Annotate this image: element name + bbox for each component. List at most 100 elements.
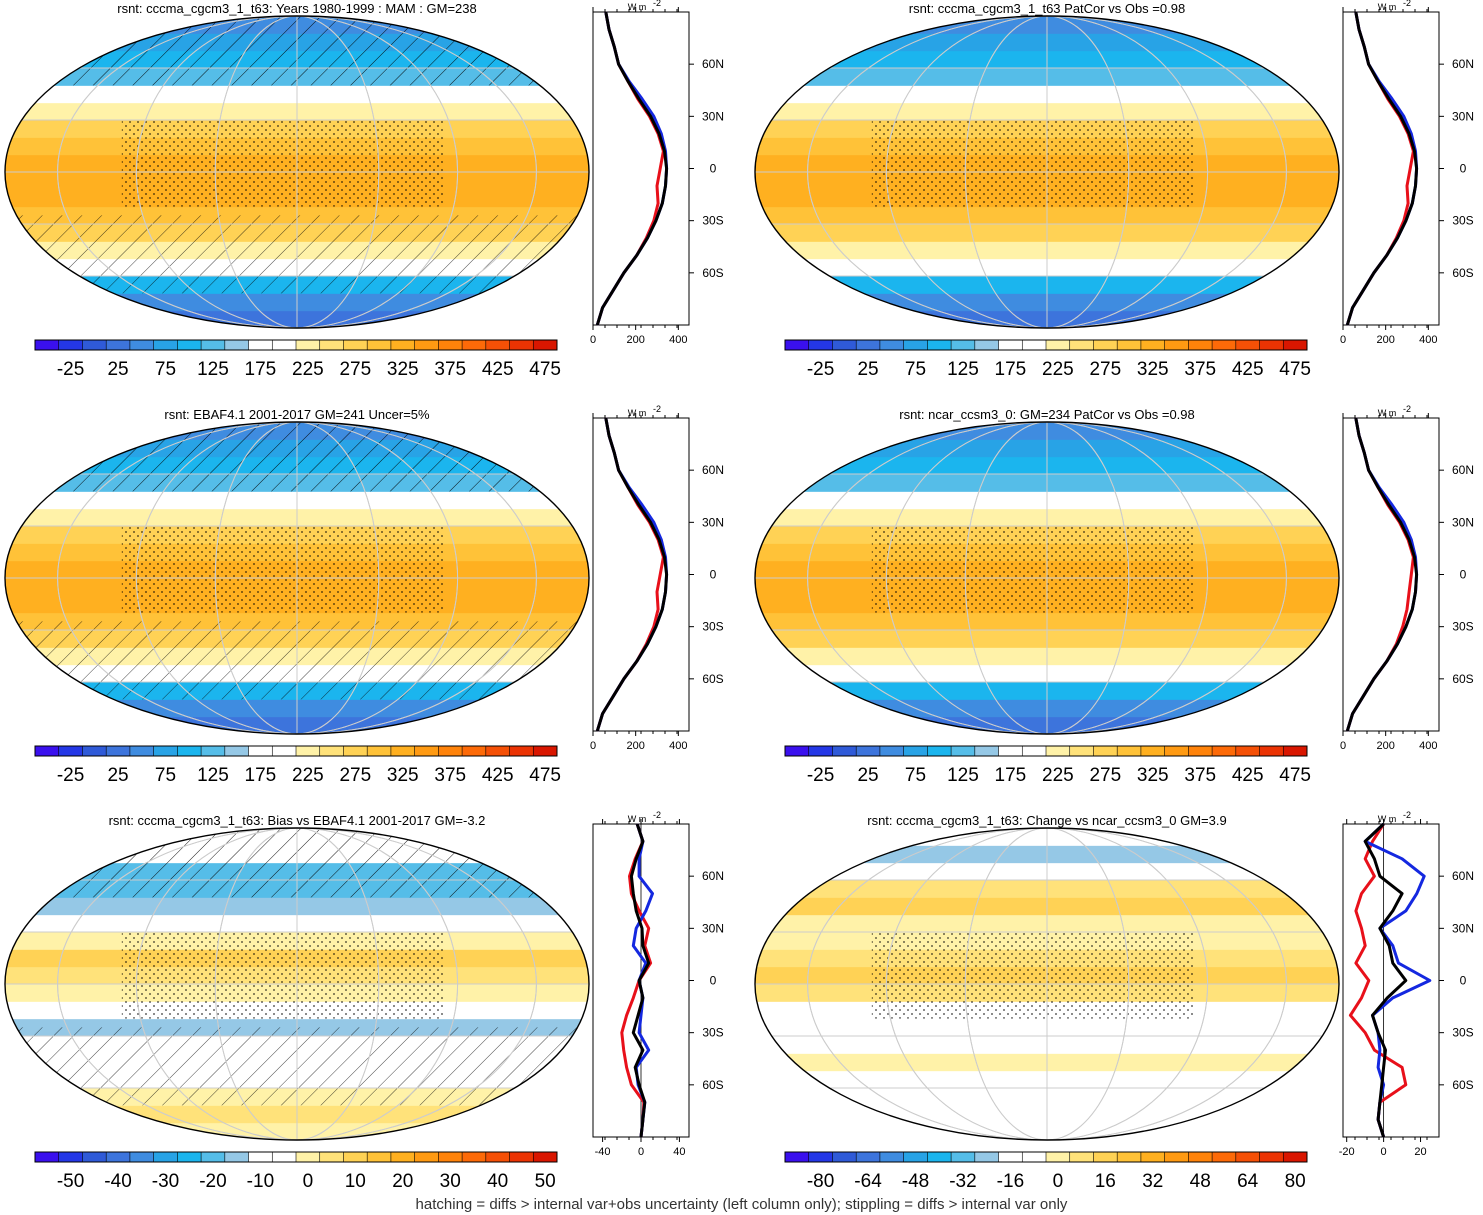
colorbar-swatch [509, 1152, 534, 1162]
profile-lat-label: 0 [1460, 568, 1467, 582]
colorbar-label: -50 [57, 1171, 84, 1192]
colorbar-swatch [35, 746, 60, 756]
colorbar-label: 25 [857, 359, 878, 380]
graticule-meridian [964, 16, 1130, 328]
colorbar-swatch [224, 1152, 249, 1162]
profile-lat-label: 30S [1452, 1026, 1473, 1040]
profile-lat-label: 30N [1452, 109, 1474, 123]
colorbar-swatch [82, 340, 107, 350]
profile-xtick-label: 0 [1340, 334, 1346, 346]
map-outline [754, 15, 1340, 329]
colorbar-swatch [343, 1152, 368, 1162]
colorbar-swatch [533, 1152, 558, 1162]
colorbar-swatch [35, 1152, 60, 1162]
colorbar-swatch [390, 1152, 415, 1162]
graticule-meridian [135, 422, 459, 734]
profile-unit-label: W m [628, 814, 647, 824]
profile-lat-label: 30N [702, 515, 724, 529]
colorbar-swatch [879, 746, 904, 756]
colorbar-swatch [296, 1152, 321, 1162]
profile-xtick-label: -40 [595, 1146, 611, 1158]
colorbar-swatch [224, 746, 249, 756]
profile-frame [592, 417, 690, 732]
colorbar-swatch [998, 340, 1023, 350]
colorbar-swatch [856, 340, 881, 350]
colorbar-swatch [343, 340, 368, 350]
colorbar-swatch [1093, 746, 1118, 756]
profile-unit-exponent: -2 [653, 0, 661, 8]
profile-xtick-label: 0 [1340, 740, 1346, 752]
profile-lat-label: 60N [1452, 869, 1474, 883]
colorbar-swatch [832, 746, 857, 756]
colorbar-label: -25 [57, 765, 84, 786]
graticule-meridian [807, 16, 1287, 328]
colorbar-label: 16 [1095, 1171, 1116, 1192]
colorbar-swatch [1069, 340, 1094, 350]
colorbar-swatch [1188, 746, 1213, 756]
profile-lat-label: 30S [702, 620, 723, 634]
colorbar-swatch [533, 340, 558, 350]
colorbar-swatch [462, 746, 487, 756]
profile-lat-label: 30S [1452, 620, 1473, 634]
colorbar-swatch [785, 1152, 810, 1162]
colorbar-label: -64 [854, 1171, 882, 1192]
colorbar-swatch [296, 340, 321, 350]
colorbar-swatch [1283, 340, 1308, 350]
map-field [5, 828, 589, 1140]
panel-title: rsnt: cccma_cgcm3_1_t63: Years 1980-1999… [117, 1, 477, 16]
colorbar-label: 75 [155, 765, 176, 786]
profile-unit-exponent: -2 [1403, 404, 1411, 414]
colorbar-swatch [808, 340, 833, 350]
colorbar-swatch [82, 1152, 107, 1162]
colorbar-swatch [1140, 1152, 1165, 1162]
profile-unit-label: W m [628, 2, 647, 12]
profile-series-blue [595, 417, 669, 732]
colorbar-swatch [808, 746, 833, 756]
profile-lat-label: 0 [710, 162, 717, 176]
colorbar-swatch [1046, 340, 1071, 350]
colorbar-swatch [974, 340, 999, 350]
profile-series-red [1345, 11, 1415, 326]
profile-lat-label: 30N [1452, 921, 1474, 935]
colorbar-swatch [272, 746, 297, 756]
colorbar-label: 325 [1137, 359, 1169, 380]
profile-lat-label: 60S [1452, 266, 1473, 280]
graticule-meridian [214, 828, 380, 1140]
profile-lat-label: 0 [710, 568, 717, 582]
colorbar-label: 175 [995, 765, 1027, 786]
profile-lat-label: 60S [702, 672, 723, 686]
colorbar-swatch [414, 1152, 439, 1162]
profile-xtick-label: 200 [626, 334, 644, 346]
colorbar-swatch [485, 746, 510, 756]
map-outline [4, 421, 590, 735]
colorbar-swatch [1164, 746, 1189, 756]
panel-title: rsnt: cccma_cgcm3_1_t63: Bias vs EBAF4.1… [109, 813, 486, 828]
panel-6: rsnt: cccma_cgcm3_1_t63: Change vs ncar_… [754, 810, 1474, 1192]
colorbar-swatch [1117, 340, 1142, 350]
colorbar-swatch [58, 1152, 83, 1162]
colorbar-swatch [367, 1152, 392, 1162]
colorbar-swatch [509, 340, 534, 350]
colorbar-label: 75 [905, 359, 926, 380]
colorbar-frame [34, 339, 558, 351]
colorbar-label: 25 [107, 359, 128, 380]
colorbar-label: 475 [529, 765, 561, 786]
colorbar-swatch [343, 746, 368, 756]
profile-lat-label: 30S [702, 214, 723, 228]
colorbar-label: 275 [1089, 359, 1121, 380]
profile-unit-exponent: -2 [1403, 810, 1411, 820]
colorbar-swatch [438, 746, 463, 756]
profile-lat-label: 30S [1452, 214, 1473, 228]
colorbar-swatch [1093, 1152, 1118, 1162]
colorbar-swatch [129, 340, 154, 350]
colorbar-label: 375 [434, 359, 466, 380]
colorbar-label: 25 [857, 765, 878, 786]
colorbar-label: 375 [1184, 359, 1216, 380]
profile-xtick-label: 400 [1419, 740, 1437, 752]
colorbar-swatch [201, 340, 226, 350]
colorbar-label: 275 [1089, 765, 1121, 786]
profile-xtick-label: 200 [626, 740, 644, 752]
graticule-meridian [57, 422, 537, 734]
colorbar-swatch [903, 746, 928, 756]
colorbar-label: 30 [440, 1171, 461, 1192]
